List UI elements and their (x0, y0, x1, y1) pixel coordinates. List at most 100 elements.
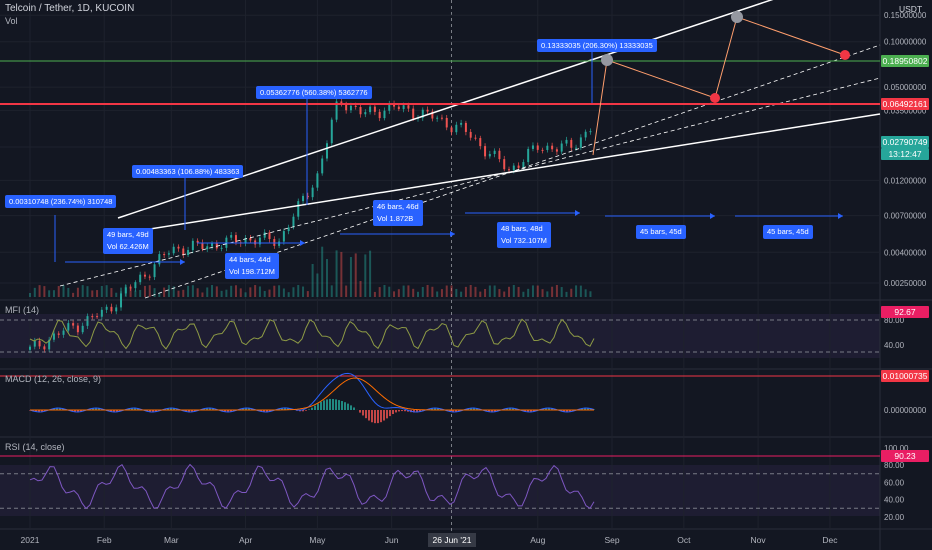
candle-body (110, 306, 113, 312)
candle-body (565, 139, 568, 144)
volume-bar (464, 286, 467, 297)
macd-pane-label[interactable]: MACD (12, 26, close, 9) (5, 374, 102, 384)
volume-bar (316, 273, 319, 297)
candle-body (575, 147, 578, 149)
macd-histogram-bar (245, 408, 247, 410)
volume-bar (48, 290, 51, 297)
mfi-tick-1: 40.00 (884, 341, 905, 350)
mfi-line (29, 318, 595, 350)
range-label-5[interactable]: 45 bars, 45d (636, 225, 686, 239)
macd-histogram-bar (92, 408, 94, 410)
measure-label-4[interactable]: 0.13333035 (206.30%) 13333035 (537, 39, 657, 52)
macd-histogram-bar (248, 408, 250, 410)
volume-bar (206, 287, 209, 297)
macd-tick-0: 0.00000000 (884, 406, 927, 415)
volume-bar (306, 291, 309, 297)
volume-bar (225, 289, 228, 297)
volume-bar (579, 285, 582, 297)
macd-histogram-bar (413, 410, 415, 413)
volume-bar (531, 285, 534, 297)
rsi-pane-label[interactable]: RSI (14, close) (5, 442, 65, 452)
macd-histogram-bar (194, 410, 196, 412)
candle-body (570, 139, 573, 148)
volume-label[interactable]: Vol (5, 16, 18, 26)
macd-histogram-bar (392, 410, 394, 415)
mfi-value-badge: 92.67 (881, 306, 929, 318)
range-label-2[interactable]: 44 bars, 44d Vol 198.712M (225, 253, 279, 279)
macd-histogram-bar (359, 410, 361, 413)
range-arrowhead-4 (710, 213, 715, 219)
candle-body (349, 105, 352, 111)
macd-histogram-bar (476, 408, 478, 410)
macd-histogram-bar (74, 410, 76, 412)
measure-label-2[interactable]: 0.00483363 (106.88%) 483363 (132, 165, 244, 178)
volume-bar (412, 288, 415, 297)
volume-bar (33, 287, 36, 297)
volume-bar (311, 263, 314, 297)
time-tick-10: Dec (822, 535, 838, 545)
volume-bar (421, 286, 424, 297)
macd-histogram-bar (470, 408, 472, 410)
macd-histogram-bar (101, 408, 103, 410)
macd-histogram-bar (587, 408, 589, 410)
volume-bar (91, 290, 94, 297)
macd-histogram-bar (374, 410, 376, 424)
time-tick-0: 2021 (21, 535, 40, 545)
volume-bar (402, 285, 405, 297)
volume-bar (110, 288, 113, 297)
volume-bar (383, 285, 386, 297)
macd-histogram-bar (395, 410, 397, 413)
candle-body (345, 103, 348, 111)
macd-histogram-bar (341, 401, 343, 410)
range-label-4[interactable]: 48 bars, 48d Vol 732.107M (497, 222, 551, 248)
projection-node-4 (840, 50, 850, 60)
candle-body (177, 246, 180, 249)
volume-bar (67, 287, 70, 297)
macd-histogram-bar (566, 410, 568, 412)
range-arrowhead-1 (300, 240, 305, 246)
macd-histogram-bar (563, 410, 565, 412)
volume-bar (555, 285, 558, 297)
macd-histogram-bar (224, 410, 226, 412)
volume-bar (541, 289, 544, 297)
macd-histogram-bar (317, 403, 319, 410)
range-label-6[interactable]: 45 bars, 45d (763, 225, 813, 239)
macd-histogram-bar (569, 410, 571, 412)
volume-bar (244, 292, 247, 297)
projection-path (592, 16, 846, 156)
macd-histogram-bar (506, 408, 508, 410)
candle-body (460, 122, 463, 125)
price-tick-9: 0.00400000 (884, 248, 927, 257)
macd-histogram-bar (377, 410, 379, 424)
macd-histogram-bar (131, 408, 133, 410)
volume-bar (263, 290, 266, 297)
volume-bar (29, 293, 31, 297)
volume-bar (407, 285, 410, 297)
range-label-1[interactable]: 49 bars, 49d Vol 62.426M (103, 228, 153, 254)
symbol-title[interactable]: Telcoin / Tether, 1D, KUCOIN (5, 3, 135, 14)
mfi-pane-label[interactable]: MFI (14) (5, 305, 40, 315)
candle-body (249, 237, 252, 241)
candle-body (254, 240, 257, 245)
candle-body (72, 323, 75, 326)
macd-histogram-bar (452, 410, 454, 412)
candle-body (244, 237, 247, 244)
macd-histogram-bar (155, 410, 157, 412)
macd-histogram-bar (284, 408, 286, 410)
measure-label-3[interactable]: 0.05362776 (560.38%) 5362776 (256, 86, 372, 99)
rsi-tick-4: 20.00 (884, 513, 905, 522)
rsi-tick-2: 60.00 (884, 478, 905, 487)
volume-bar (445, 285, 448, 297)
macd-histogram-bar (206, 408, 208, 410)
macd-histogram-bar (488, 410, 490, 412)
time-tick-4: May (309, 535, 326, 545)
macd-histogram-bar (191, 410, 193, 412)
volume-bar (100, 285, 103, 297)
range-label-3[interactable]: 46 bars, 46d Vol 1.872B (373, 200, 423, 226)
macd-histogram-bar (98, 408, 100, 410)
volume-bar (187, 285, 190, 297)
candle-body (440, 117, 443, 119)
measure-label-1[interactable]: 0.00310748 (236.74%) 310748 (5, 195, 117, 208)
candle-body (388, 103, 391, 111)
macd-histogram-bar (380, 410, 382, 423)
